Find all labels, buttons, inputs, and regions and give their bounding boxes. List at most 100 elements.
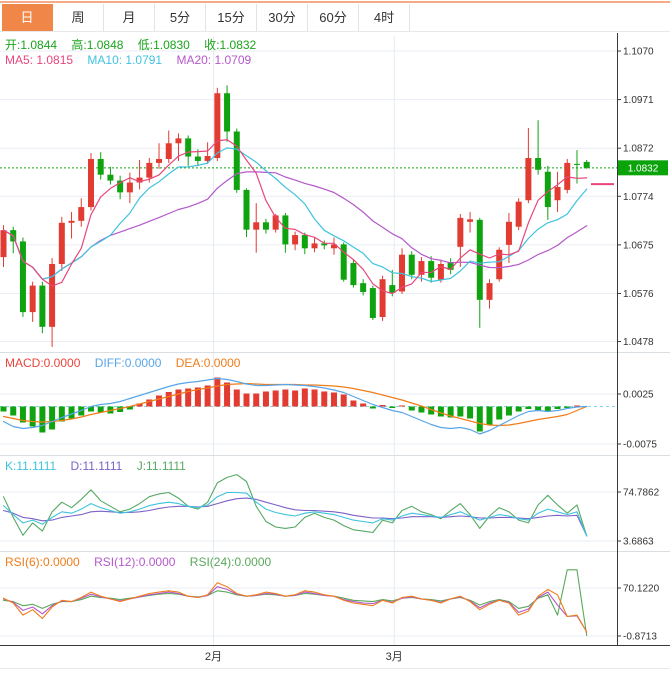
macd-hist-bar [165, 392, 172, 407]
axis-tick-label: 70.1220 [623, 584, 660, 595]
axis-tick-label: 3.6863 [623, 537, 654, 548]
x-axis-month-label: 3月 [386, 651, 403, 663]
ma10-line [2, 147, 588, 283]
candle-body [19, 241, 26, 313]
tab-timeframe-5[interactable]: 30分 [257, 4, 308, 31]
macd-hist-bar [204, 385, 211, 407]
tab-timeframe-0[interactable]: 日 [2, 4, 53, 31]
candle-body [379, 279, 386, 318]
macd-header-row: MACD:0.0000 DIFF:0.0000 DEA:0.0000 [5, 356, 251, 370]
diff-line [2, 377, 588, 435]
macd-hist-bar [544, 406, 551, 412]
macd-hist-bar [175, 389, 182, 407]
macd-hist-bar [19, 406, 26, 423]
kdj-header-row: K:11.1111 D:11.1111 J:11.1111 [5, 459, 197, 473]
macd-hist-bar [243, 393, 250, 407]
macd-hist-bar [146, 399, 153, 407]
candle-body [117, 180, 124, 193]
tabbar-divider [0, 31, 670, 32]
candle-body [185, 138, 192, 157]
candle-body [204, 156, 211, 161]
candle-body [301, 235, 308, 249]
macd-hist-bar [369, 406, 376, 409]
candle-body [282, 215, 289, 245]
macd-hist-bar [117, 406, 124, 412]
macd-hist-bar [486, 406, 493, 425]
macd-hist-bar [272, 390, 279, 407]
axis-tick-label: -0.0075 [623, 440, 657, 451]
last-price-badge-label: 1.0832 [628, 163, 659, 174]
candle-body [165, 143, 172, 159]
macd-hist-bar [408, 406, 415, 411]
high-value: 高:1.0848 [71, 38, 124, 52]
candle-body [68, 220, 75, 223]
rsi12-value: RSI(12):0.0000 [94, 555, 176, 569]
candle-body [146, 162, 153, 178]
macd-hist-bar [311, 389, 318, 407]
low-value: 低:1.0830 [137, 38, 190, 52]
macd-hist-bar [467, 406, 474, 419]
candle-body [58, 222, 65, 265]
candle-body [330, 244, 337, 249]
candle-body [350, 263, 357, 286]
rsi12-line [2, 586, 588, 633]
candle-body [194, 156, 201, 161]
macd-hist-bar [185, 388, 192, 407]
ma20-value: MA20: 1.0709 [176, 53, 252, 67]
d-value: D:11.1111 [70, 459, 123, 473]
candle-body [447, 262, 454, 270]
ma10-value: MA10: 1.0791 [87, 53, 163, 67]
candle-body [243, 189, 250, 230]
macd-hist-bar [87, 406, 94, 412]
rsi24-line [2, 569, 588, 636]
tab-timeframe-6[interactable]: 60分 [308, 4, 359, 31]
tab-timeframe-2[interactable]: 月 [104, 4, 155, 31]
axis-tick-label: -0.8713 [623, 632, 657, 643]
candle-body [544, 171, 551, 208]
axis-tick-label: 1.0675 [623, 240, 654, 251]
candle-body [505, 221, 512, 245]
close-value: 收:1.0832 [204, 38, 257, 52]
macd-hist-bar [68, 406, 75, 419]
macd-hist-bar [573, 405, 580, 407]
tab-timeframe-1[interactable]: 周 [53, 4, 104, 31]
macd-hist-bar [126, 406, 133, 410]
candle-body [486, 283, 493, 300]
macd-hist-bar [29, 406, 36, 427]
candle-body [156, 158, 163, 163]
macd-hist-bar [0, 406, 7, 412]
axis-tick-label: 74.7862 [623, 488, 660, 499]
kdj-k-line [2, 491, 588, 537]
candle-body [214, 93, 221, 159]
macd-hist-bar [330, 392, 337, 407]
candle-body [78, 207, 85, 221]
macd-hist-bar [418, 406, 425, 413]
candle-body [29, 285, 36, 313]
candle-body [554, 186, 561, 201]
candle-body [233, 131, 240, 190]
tab-timeframe-7[interactable]: 4时 [359, 4, 410, 31]
ma5-line [2, 139, 588, 295]
axis-tick-label: 1.0478 [623, 337, 654, 348]
macd-hist-bar [379, 405, 386, 407]
macd-hist-bar [321, 391, 328, 407]
macd-hist-bar [262, 391, 269, 407]
tab-timeframe-3[interactable]: 5分 [155, 4, 206, 31]
axis-tick-label: 1.0872 [623, 144, 654, 155]
macd-hist-bar [389, 406, 396, 408]
candle-body [175, 138, 182, 144]
j-value: J:11.1111 [136, 459, 186, 473]
macd-hist-bar [535, 406, 542, 411]
candle-body [97, 158, 104, 175]
macd-hist-bar [224, 382, 231, 407]
candle-body [360, 283, 367, 292]
candle-body [340, 244, 347, 280]
tab-timeframe-4[interactable]: 15分 [206, 4, 257, 31]
macd-hist-bar [496, 406, 503, 420]
kdj-j-line [2, 474, 588, 537]
candle-body [107, 174, 114, 181]
candle-body [224, 93, 231, 132]
candle-body [253, 222, 260, 230]
macd-hist-bar [214, 377, 221, 407]
